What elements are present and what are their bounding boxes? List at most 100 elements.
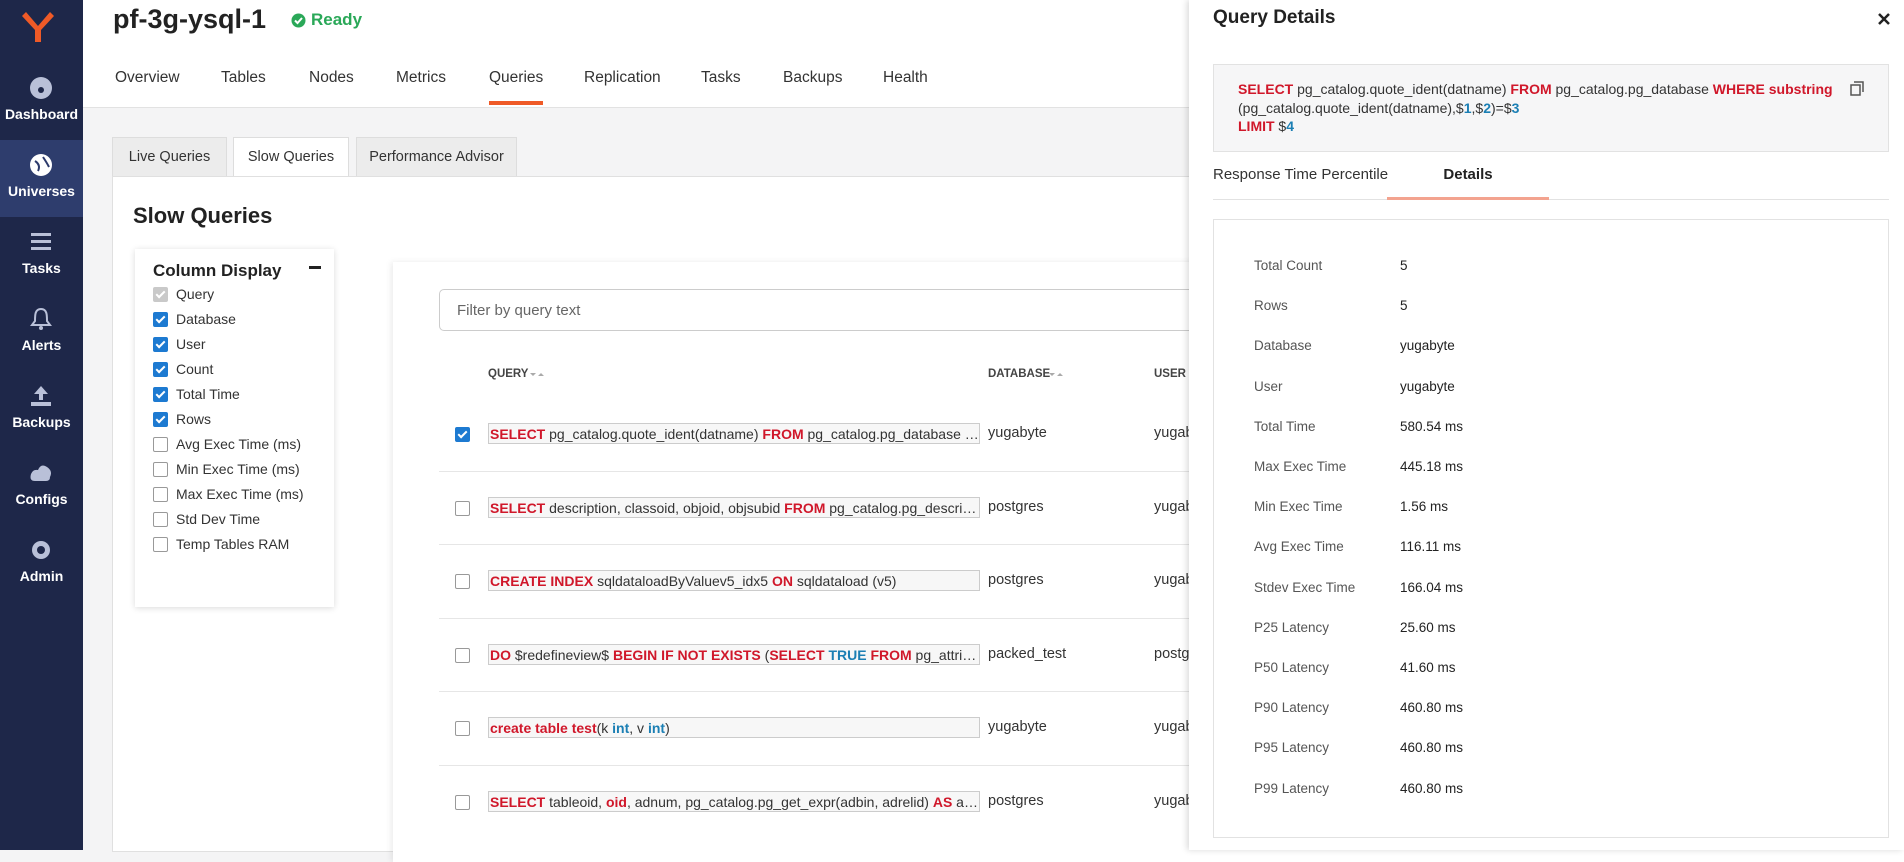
nav-label: Admin bbox=[19, 568, 64, 584]
tab[interactable]: Tasks bbox=[701, 69, 741, 86]
column-option: Rows bbox=[176, 411, 212, 427]
checkbox[interactable] bbox=[455, 647, 470, 663]
column-header[interactable]: QUERY bbox=[488, 368, 529, 380]
nav-icon bbox=[30, 154, 52, 176]
checkbox[interactable] bbox=[153, 362, 168, 377]
column-display-title: Column Display bbox=[153, 261, 282, 280]
query-text: CREATE INDEX sqldataloadByValuev5_idx5 O… bbox=[488, 570, 980, 591]
query-token: description, classoid, objoid, objsubid bbox=[545, 499, 785, 516]
nav-item[interactable]: Admin bbox=[0, 525, 83, 602]
column-option: Avg Exec Time (ms) bbox=[176, 436, 301, 452]
query-token: FROM bbox=[1510, 81, 1552, 97]
detail-value: 5 bbox=[1400, 298, 1408, 314]
query-token: pg_attribute bbox=[915, 646, 979, 663]
nav-item[interactable]: Universes bbox=[0, 140, 83, 217]
row-divider bbox=[439, 617, 1899, 619]
column-option: Std Dev Time bbox=[176, 511, 261, 527]
column-header[interactable]: DATABASE bbox=[988, 368, 1051, 380]
checkbox[interactable] bbox=[153, 537, 168, 552]
checkbox[interactable] bbox=[153, 312, 168, 327]
query-line: (pg_catalog.quote_ident(datname),$1,$2)=… bbox=[1238, 100, 1519, 116]
query-token: , adnum, pg_catalog.pg_get_expr(adbin, a… bbox=[626, 793, 933, 810]
column-option: Temp Tables RAM bbox=[176, 536, 290, 552]
checkbox[interactable] bbox=[153, 337, 168, 352]
tab[interactable]: Overview bbox=[115, 69, 180, 86]
query-token: pg_catalog.quote_ident(datname) bbox=[545, 426, 763, 442]
database: yugabyte bbox=[988, 719, 1047, 735]
column-option: Query bbox=[176, 286, 215, 302]
status: Ready bbox=[311, 10, 363, 29]
detail-label: Avg Exec Time bbox=[1254, 539, 1344, 555]
nav-item[interactable]: Tasks bbox=[0, 217, 83, 294]
nav-icon bbox=[32, 541, 50, 559]
checkbox[interactable] bbox=[153, 512, 168, 527]
checkbox bbox=[153, 287, 168, 302]
subtab[interactable]: Slow Queries bbox=[233, 137, 349, 176]
section-title: Slow Queries bbox=[133, 203, 273, 228]
detail-value: 166.04 ms bbox=[1400, 579, 1464, 595]
query-token: pg_catalog.quote_ident(datname) bbox=[1293, 81, 1511, 97]
drawer-tab[interactable]: Response Time Percentile bbox=[1213, 166, 1389, 183]
checkbox[interactable] bbox=[455, 427, 470, 442]
copy-icon bbox=[1850, 81, 1864, 96]
database: postgres bbox=[988, 498, 1044, 515]
checkbox[interactable] bbox=[455, 721, 470, 736]
tab[interactable]: Backups bbox=[783, 69, 843, 86]
checkbox[interactable] bbox=[153, 387, 168, 402]
sort-icon bbox=[1049, 373, 1063, 376]
subtab[interactable]: Performance Advisor bbox=[356, 137, 517, 176]
query-token: sqldataloadByValuev5_idx5 bbox=[593, 573, 772, 589]
tab[interactable]: Tables bbox=[221, 69, 266, 86]
details-card: Total Count 5 Rows 5 Database yugabyte User yug… bbox=[1213, 219, 1889, 838]
column-option: User bbox=[176, 336, 206, 352]
close-button bbox=[1878, 13, 1890, 25]
detail-label: P50 Latency bbox=[1254, 660, 1330, 675]
query-text: SELECT tableoid, oid, adnum, pg_catalog.… bbox=[488, 790, 980, 812]
nav-item[interactable]: Alerts bbox=[0, 294, 83, 371]
tab[interactable]: Health bbox=[883, 69, 928, 86]
query-line: SELECT pg_catalog.quote_ident(datname) F… bbox=[1238, 81, 1833, 97]
tab[interactable]: Replication bbox=[584, 69, 661, 86]
row-divider bbox=[439, 470, 1899, 472]
checkbox[interactable] bbox=[153, 487, 168, 502]
query-details-drawer: Query Details SELECT pg_catalog.quote_ide… bbox=[1189, 0, 1904, 850]
query-token: $ bbox=[1274, 118, 1287, 134]
detail-label: Total Time bbox=[1254, 418, 1316, 434]
nav-item[interactable]: Configs bbox=[0, 448, 83, 525]
query-token: $redefineview$ bbox=[511, 646, 613, 663]
drawer-title: Query Details bbox=[1213, 7, 1336, 28]
query-token: CREATE INDEX bbox=[490, 573, 594, 589]
query-token: WHERE substring bbox=[1712, 81, 1833, 97]
detail-value: 460.80 ms bbox=[1400, 700, 1464, 716]
checkbox[interactable] bbox=[455, 574, 470, 589]
checkbox[interactable] bbox=[455, 500, 470, 516]
query-token: ) bbox=[665, 720, 670, 736]
query-text: SELECT pg_catalog.quote_ident(datname) F… bbox=[488, 423, 980, 444]
query-token: LIMIT bbox=[1238, 118, 1275, 134]
nav-icon bbox=[30, 77, 52, 99]
nav-item[interactable]: Backups bbox=[0, 371, 83, 448]
tab[interactable]: Metrics bbox=[396, 69, 446, 86]
detail-value: 460.80 ms bbox=[1400, 780, 1464, 796]
detail-label: P95 Latency bbox=[1254, 740, 1330, 756]
tab[interactable]: Nodes bbox=[309, 69, 354, 86]
query-text: SELECT description, classoid, objoid, ob… bbox=[488, 496, 980, 518]
tab[interactable]: Queries bbox=[489, 69, 544, 105]
nav-item[interactable]: Dashboard bbox=[0, 63, 83, 140]
column-header[interactable]: USER bbox=[1154, 368, 1186, 380]
drawer-tab[interactable]: Details bbox=[1387, 166, 1549, 200]
subtab[interactable]: Live Queries bbox=[112, 137, 227, 176]
detail-value: 580.54 ms bbox=[1400, 418, 1464, 434]
query-token: 1 bbox=[1463, 99, 1472, 116]
query-text: DO $redefineview$ BEGIN IF NOT EXISTS (S… bbox=[488, 643, 980, 665]
nav-icon bbox=[31, 386, 51, 406]
checkbox[interactable] bbox=[153, 437, 168, 452]
collapse-button[interactable] bbox=[309, 266, 321, 269]
query-text: create table test(k int, v int) bbox=[488, 717, 980, 738]
query-token: 4 bbox=[1286, 118, 1295, 134]
checkbox[interactable] bbox=[455, 794, 470, 810]
query-token: SELECT bbox=[490, 499, 546, 516]
checkbox[interactable] bbox=[153, 412, 168, 427]
checkbox[interactable] bbox=[153, 462, 168, 477]
